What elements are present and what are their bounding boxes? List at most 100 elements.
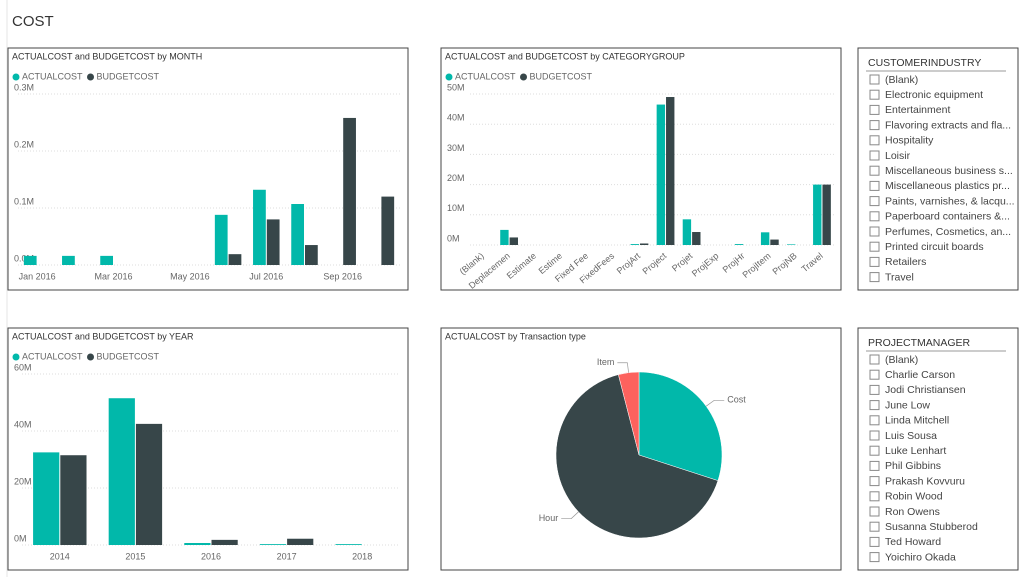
slicer-item[interactable]: Hospitality (885, 135, 934, 147)
bar[interactable] (287, 538, 314, 545)
checkbox[interactable] (869, 211, 880, 222)
slicer-item[interactable]: Prakash Kovvuru (885, 475, 965, 487)
legend-label[interactable]: ACTUALCOST (22, 351, 83, 361)
pie-slice[interactable] (618, 371, 640, 456)
checkbox[interactable] (869, 135, 880, 146)
checkbox[interactable] (869, 445, 880, 456)
bar[interactable] (682, 219, 692, 245)
bar[interactable] (770, 239, 779, 245)
bar[interactable] (500, 229, 509, 245)
bar[interactable] (184, 543, 211, 545)
slicer-item[interactable]: (Blank) (885, 74, 918, 86)
bar[interactable] (228, 254, 242, 265)
bar[interactable] (62, 255, 75, 265)
bar[interactable] (666, 97, 675, 246)
bar[interactable] (813, 184, 822, 245)
slicer-item[interactable]: Luke Lenhart (885, 445, 946, 457)
checkbox[interactable] (869, 89, 880, 100)
page-title: COST (12, 13, 54, 30)
bar[interactable] (630, 244, 639, 245)
slicer-item[interactable]: Yoichiro Okada (885, 551, 956, 563)
bar[interactable] (692, 232, 701, 245)
checkbox[interactable] (869, 196, 880, 207)
slicer-item[interactable]: Printed circuit boards (885, 241, 984, 253)
slicer-item[interactable]: Loisir (885, 150, 911, 162)
checkbox[interactable] (869, 491, 880, 502)
slicer-item[interactable]: Phil Gibbins (885, 460, 941, 472)
checkbox[interactable] (869, 150, 880, 161)
slicer-item[interactable]: Perfumes, Cosmetics, an... (885, 226, 1011, 238)
slicer-item[interactable]: Miscellaneous plastics pr... (885, 180, 1010, 192)
checkbox[interactable] (869, 104, 880, 115)
checkbox[interactable] (869, 400, 880, 411)
x-tick-label: 2015 (125, 551, 145, 561)
legend-label[interactable]: BUDGETCOST (97, 351, 160, 361)
checkbox[interactable] (869, 272, 880, 283)
checkbox[interactable] (869, 165, 880, 176)
slicer-item[interactable]: Luis Sousa (885, 430, 937, 442)
slicer-item[interactable]: Linda Mitchell (885, 415, 949, 427)
checkbox[interactable] (869, 354, 880, 365)
checkbox[interactable] (869, 460, 880, 471)
checkbox[interactable] (869, 226, 880, 237)
bar[interactable] (291, 204, 304, 265)
slicer-item[interactable]: Electronic equipment (885, 89, 983, 101)
bar[interactable] (214, 214, 228, 265)
slicer-item[interactable]: Paints, varnishes, & lacqu... (885, 195, 1015, 207)
slicer-item[interactable]: Susanna Stubberod (885, 521, 978, 533)
checkbox[interactable] (869, 74, 880, 85)
bar[interactable] (509, 237, 518, 245)
bar[interactable] (60, 455, 87, 545)
bar[interactable] (305, 245, 318, 265)
pie-slice[interactable] (638, 371, 723, 481)
bar[interactable] (760, 232, 770, 245)
bar[interactable] (259, 544, 287, 545)
bar[interactable] (266, 219, 280, 265)
legend-label[interactable]: ACTUALCOST (22, 71, 83, 81)
slicer-item[interactable]: Ted Howard (885, 536, 941, 548)
slicer-item[interactable]: Robin Wood (885, 491, 943, 503)
checkbox[interactable] (869, 241, 880, 252)
bar[interactable] (108, 398, 135, 545)
bar[interactable] (639, 243, 649, 245)
bar[interactable] (734, 244, 744, 245)
bar[interactable] (787, 244, 796, 245)
checkbox[interactable] (869, 552, 880, 563)
bar[interactable] (335, 544, 362, 545)
bar[interactable] (33, 452, 60, 545)
slicer-item[interactable]: Retailers (885, 256, 926, 268)
slicer-item[interactable]: Charlie Carson (885, 369, 955, 381)
slicer-item[interactable]: June Low (885, 399, 930, 411)
slicer-item[interactable]: Miscellaneous business s... (885, 165, 1013, 177)
slicer-item[interactable]: Flavoring extracts and fla... (885, 119, 1011, 131)
bar[interactable] (100, 255, 113, 265)
slicer-item[interactable]: (Blank) (885, 354, 918, 366)
legend-label[interactable]: BUDGETCOST (97, 71, 160, 81)
checkbox[interactable] (869, 430, 880, 441)
slicer-item[interactable]: Ron Owens (885, 506, 940, 518)
checkbox[interactable] (869, 369, 880, 380)
slicer-item[interactable]: Paperboard containers &... (885, 211, 1010, 223)
checkbox[interactable] (869, 180, 880, 191)
bar[interactable] (211, 539, 238, 545)
checkbox[interactable] (869, 256, 880, 267)
legend-label[interactable]: ACTUALCOST (455, 71, 516, 81)
checkbox[interactable] (869, 476, 880, 487)
bar[interactable] (135, 423, 163, 545)
bar[interactable] (343, 117, 356, 265)
bar[interactable] (822, 184, 831, 245)
bar[interactable] (23, 255, 37, 265)
checkbox[interactable] (869, 521, 880, 532)
bar[interactable] (253, 189, 266, 265)
bar[interactable] (656, 104, 666, 245)
checkbox[interactable] (869, 536, 880, 547)
slicer-item[interactable]: Entertainment (885, 104, 950, 116)
slicer-item[interactable]: Jodi Christiansen (885, 384, 966, 396)
bar[interactable] (381, 196, 395, 265)
checkbox[interactable] (869, 384, 880, 395)
checkbox[interactable] (869, 415, 880, 426)
legend-label[interactable]: BUDGETCOST (530, 71, 593, 81)
slicer-item[interactable]: Travel (885, 271, 914, 283)
checkbox[interactable] (869, 506, 880, 517)
checkbox[interactable] (869, 120, 880, 131)
